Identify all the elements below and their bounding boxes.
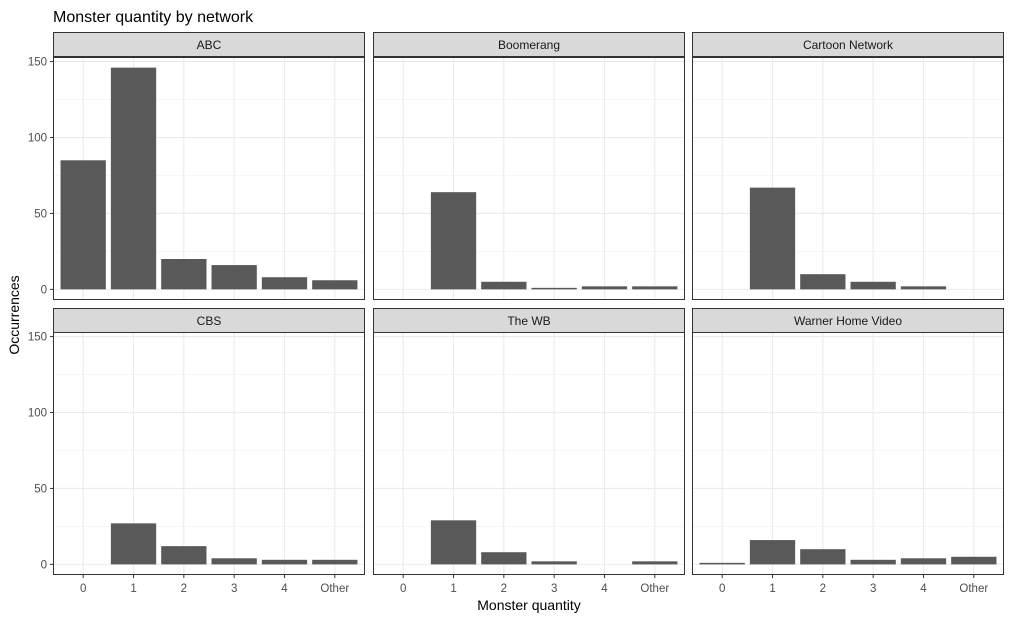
bar [312,559,358,565]
bar [749,540,796,565]
facet-strip-label: Boomerang [498,38,560,52]
bar [261,277,308,290]
bar [632,286,678,290]
bar [211,265,257,290]
facet-strip [373,32,685,57]
y-axis-title: Occurrences [6,275,22,354]
panel-background [53,332,365,575]
facet-strip-label: Warner Home Video [794,314,902,328]
y-tick-label: 50 [34,483,47,495]
y-tick-label: 0 [41,559,47,571]
x-axis-title: Monster quantity [477,597,581,613]
facet-panel: CBS 0 50 100 150 0 1 2 3 4 Other [28,308,365,595]
facet-panel: The WB 0 1 2 3 4 Other [373,308,685,595]
facet-panel: Boomerang [373,32,685,300]
facet-panel: ABC 0 50 100 150 [28,32,365,300]
x-tick-label: 3 [551,583,557,595]
chart-title: Monster quantity by network [53,9,254,26]
y-tick-label: 150 [28,332,47,344]
x-tick-label: 1 [769,583,775,595]
facet-strip [53,308,365,333]
bar [581,286,628,290]
y-tick-label: 100 [28,132,47,144]
bar [161,258,207,290]
facet-panel: Cartoon Network [692,32,1004,300]
bar [161,546,207,565]
bar [261,559,308,565]
x-tick-label: 4 [920,583,927,595]
bar [211,558,257,565]
bar [749,187,796,290]
x-tick-label: 0 [400,583,406,595]
bar [60,160,106,290]
facet-strip [53,32,365,57]
x-tick-label: 3 [870,583,876,595]
facet-strip-label: Cartoon Network [803,38,894,52]
bar [900,286,947,290]
x-tick-label: 4 [601,583,608,595]
x-tick-label: 2 [181,583,187,595]
x-tick-label: 1 [450,583,456,595]
x-tick-label: 4 [281,583,288,595]
y-tick-label: 50 [34,208,47,220]
panel-border [373,57,685,300]
bar [481,552,527,565]
bar [800,549,846,565]
panel-border [53,57,365,300]
panel-background [692,57,1004,300]
facet-panel: Warner Home Video 0 1 2 3 4 Other [692,308,1004,595]
bar [850,559,896,565]
panel-background [373,57,685,300]
x-tick-label: 2 [501,583,507,595]
x-tick-label: 3 [231,583,237,595]
bar [312,280,358,290]
x-tick-label: Other [320,583,349,595]
bar [531,561,577,565]
panel-border [692,57,1004,300]
panel-background [692,332,1004,575]
facet-strip-label: The WB [507,314,550,328]
bar [900,558,947,565]
bar [110,67,157,290]
facet-strip-label: CBS [197,314,222,328]
x-tick-label: 0 [80,583,86,595]
bar [850,281,896,290]
facet-strip-label: ABC [197,38,222,52]
bar [110,523,157,565]
bar [430,520,477,565]
bar [531,287,577,290]
x-tick-label: Other [959,583,988,595]
facet-strip [692,308,1004,333]
x-tick-label: Other [640,583,669,595]
bar [699,562,745,565]
bar [951,556,997,565]
y-tick-label: 150 [28,57,47,69]
bar [481,281,527,290]
facet-strip [373,308,685,333]
facet-strip [692,32,1004,57]
bar [632,561,678,565]
bar [800,274,846,290]
y-tick-label: 100 [28,407,47,419]
x-tick-label: 1 [130,583,136,595]
y-tick-label: 0 [41,284,47,296]
x-tick-label: 2 [820,583,826,595]
panel-background [373,332,685,575]
x-tick-label: 0 [719,583,725,595]
bar [430,192,477,290]
